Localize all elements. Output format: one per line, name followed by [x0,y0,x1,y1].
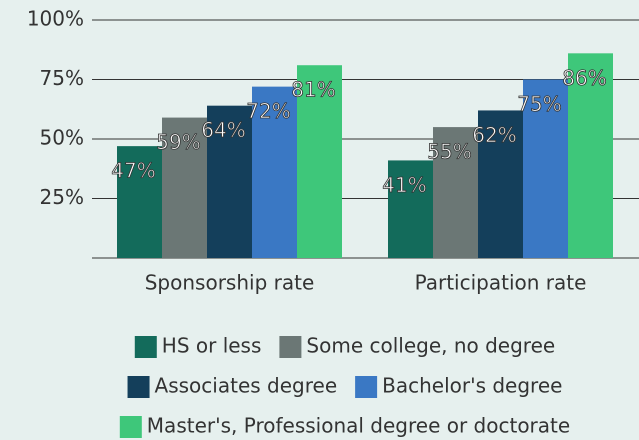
data-label: 72% [246,99,290,123]
legend-row: Associates degree Bachelor's degree [127,374,562,398]
data-label: 75% [517,92,561,116]
data-label: 55% [427,140,471,164]
legend-label: Some college, no degree [306,334,555,358]
legend-swatch [279,336,302,358]
bar [297,65,342,258]
legend-swatch [134,336,157,358]
y-tick-label: 50% [40,126,84,150]
bar [478,110,523,258]
legend-row: Master's, Professional degree or doctora… [119,414,570,438]
y-tick-label: 25% [40,185,84,209]
x-tick-label: Participation rate [415,271,587,295]
legend-label: HS or less [162,334,262,358]
legend-swatch [119,416,142,438]
bar [162,117,207,258]
bar [117,146,162,258]
legend-label: Associates degree [155,374,338,398]
y-tick-label: 100% [27,7,84,31]
bar [568,53,613,258]
legend-swatch [355,376,378,398]
legend-swatch [127,376,150,398]
data-label: 81% [291,78,335,102]
x-tick-label: Sponsorship rate [145,271,315,295]
data-label: 64% [201,118,245,142]
legend-label: Master's, Professional degree or doctora… [147,414,570,438]
bar [523,79,568,258]
bar [388,160,433,258]
data-label: 86% [562,66,606,90]
legend-row: HS or less Some college, no degree [134,334,555,358]
data-label: 59% [156,130,200,154]
y-tick-label: 75% [40,66,84,90]
data-label: 41% [382,173,426,197]
bar [433,127,478,258]
legend-label: Bachelor's degree [382,374,562,398]
bar [207,105,252,259]
data-label: 62% [472,123,516,147]
data-label: 47% [111,159,155,183]
bar [252,86,297,258]
